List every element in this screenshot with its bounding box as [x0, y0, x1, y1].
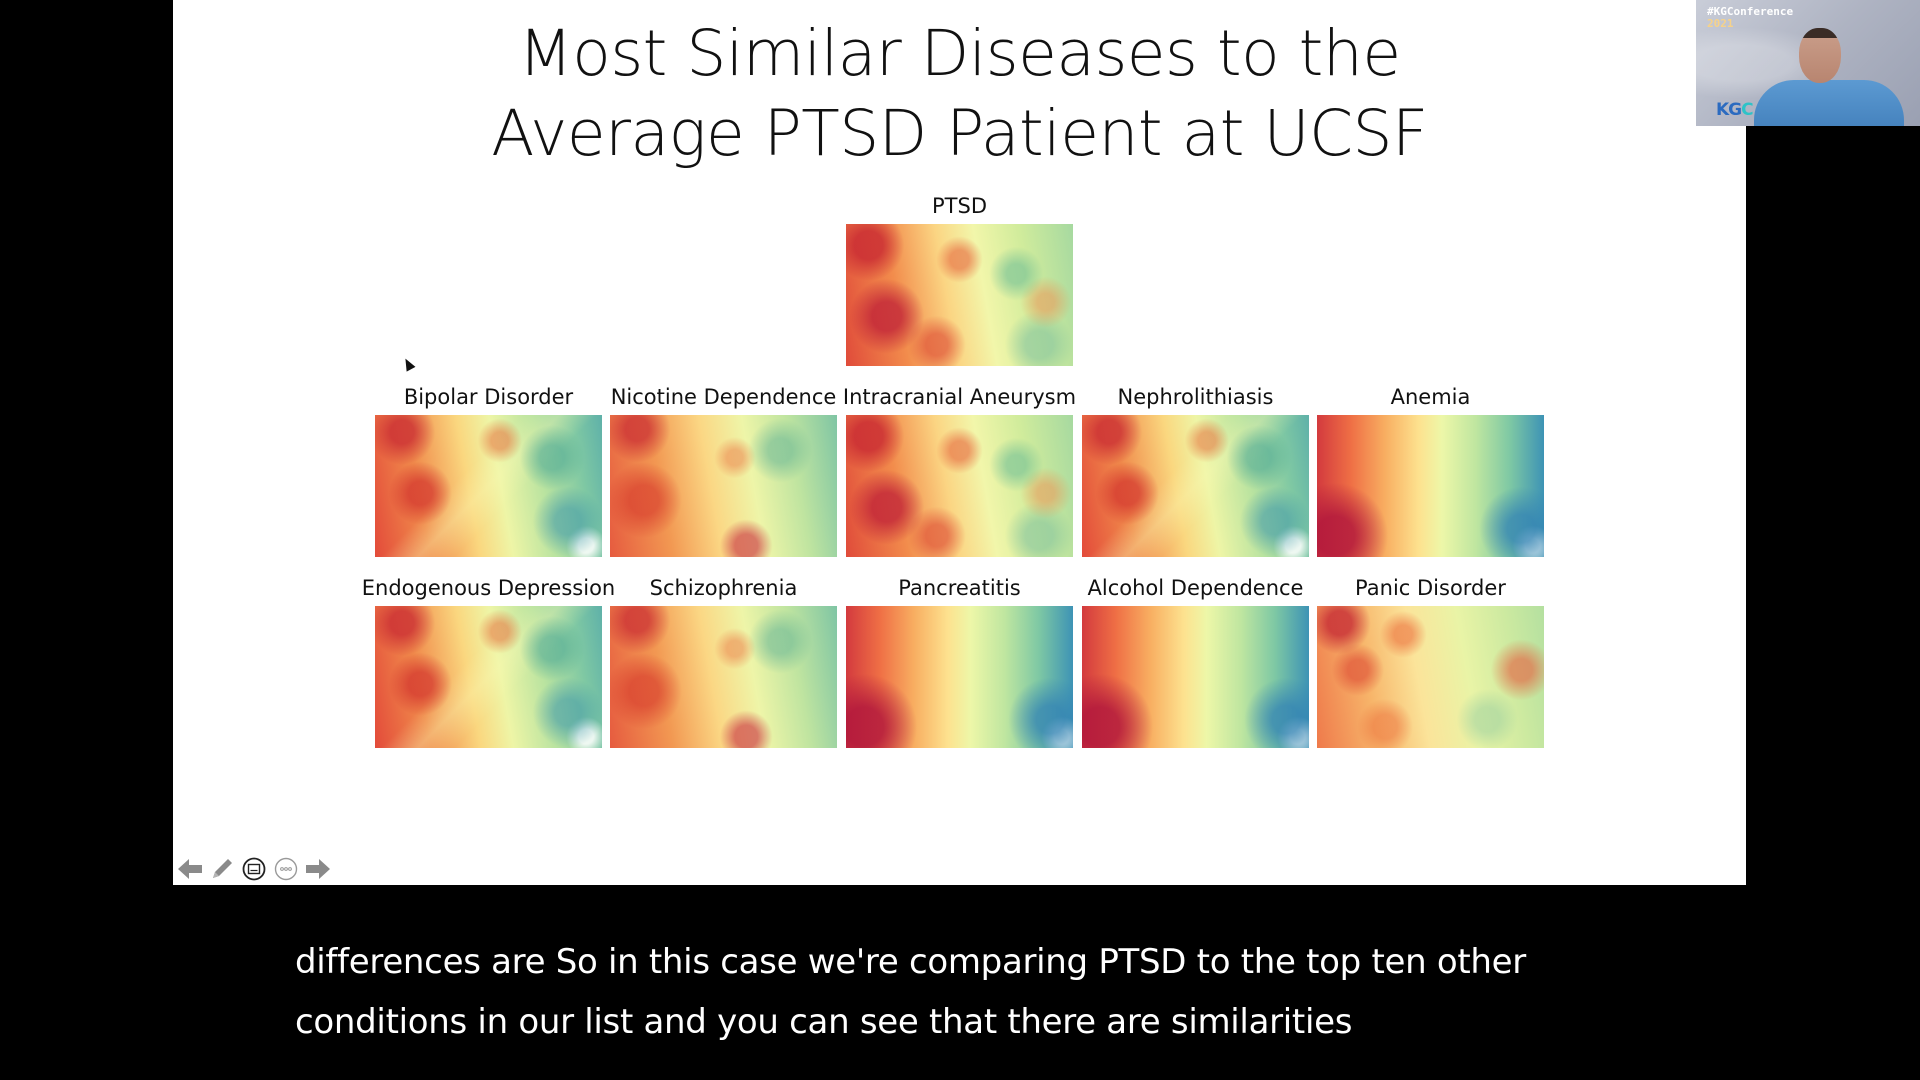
heatmap-label: Nephrolithiasis — [1117, 385, 1274, 409]
heatmap-image — [1082, 606, 1309, 748]
more-options-button[interactable] — [273, 856, 299, 882]
pen-icon — [213, 859, 232, 878]
heatmap-image — [375, 606, 602, 748]
heatmap-image — [846, 606, 1073, 748]
arrow-right-icon — [306, 859, 330, 879]
heatmap-label: Bipolar Disorder — [403, 385, 574, 409]
previous-slide-button[interactable] — [177, 856, 203, 882]
heatmap-label: Anemia — [1390, 385, 1471, 409]
conference-hashtag: #KGConference 2021 — [1707, 6, 1793, 30]
logo-accent: C — [1741, 100, 1754, 120]
heatmap-image — [375, 415, 602, 557]
presentation-slide: Most Similar Diseases to the Average PTS… — [173, 0, 1746, 885]
caption-line-1: differences are So in this case we're co… — [295, 942, 1526, 982]
live-captions: differences are So in this case we're co… — [295, 932, 1695, 1052]
slides-icon — [242, 857, 266, 881]
heatmap-image — [610, 606, 837, 748]
heatmap-label: Alcohol Dependence — [1087, 576, 1304, 600]
hashtag-text: #KGConference — [1707, 5, 1794, 18]
heatmap-image — [1082, 415, 1309, 557]
heatmap-label: Endogenous Depression — [361, 576, 616, 600]
heatmap-label: Pancreatitis — [898, 576, 1021, 600]
heatmap-label: Panic Disorder — [1355, 576, 1506, 600]
presenter-head — [1799, 28, 1841, 83]
heatmap-label: PTSD — [932, 194, 987, 218]
slide-title: Most Similar Diseases to the Average PTS… — [173, 14, 1746, 174]
year-text: 2021 — [1707, 17, 1734, 30]
heatmap-image — [1317, 415, 1544, 557]
slide-title-line-2: Average PTSD Patient at UCSF — [491, 97, 1428, 170]
heatmap-image — [1317, 606, 1544, 748]
kgc-logo: KGC — [1716, 100, 1754, 120]
caption-line-2: conditions in our list and you can see t… — [295, 1002, 1353, 1042]
presenter-webcam: #KGConference 2021 KGC — [1696, 0, 1920, 126]
slide-view-button[interactable] — [241, 856, 267, 882]
logo-main: KG — [1716, 100, 1742, 120]
heatmap-label: Intracranial Aneurysm — [842, 385, 1077, 409]
next-slide-button[interactable] — [305, 856, 331, 882]
heatmap-image — [846, 224, 1073, 366]
presenter-body — [1754, 80, 1904, 126]
heatmap-label: Schizophrenia — [649, 576, 798, 600]
heatmap-image — [610, 415, 837, 557]
heatmap-label: Nicotine Dependence — [610, 385, 837, 409]
pen-button[interactable] — [209, 856, 235, 882]
heatmap-image — [846, 415, 1073, 557]
slide-title-line-1: Most Similar Diseases to the — [518, 17, 1401, 90]
more-icon — [274, 857, 298, 881]
presenter-toolbar — [177, 855, 331, 883]
arrow-left-icon — [178, 859, 202, 879]
